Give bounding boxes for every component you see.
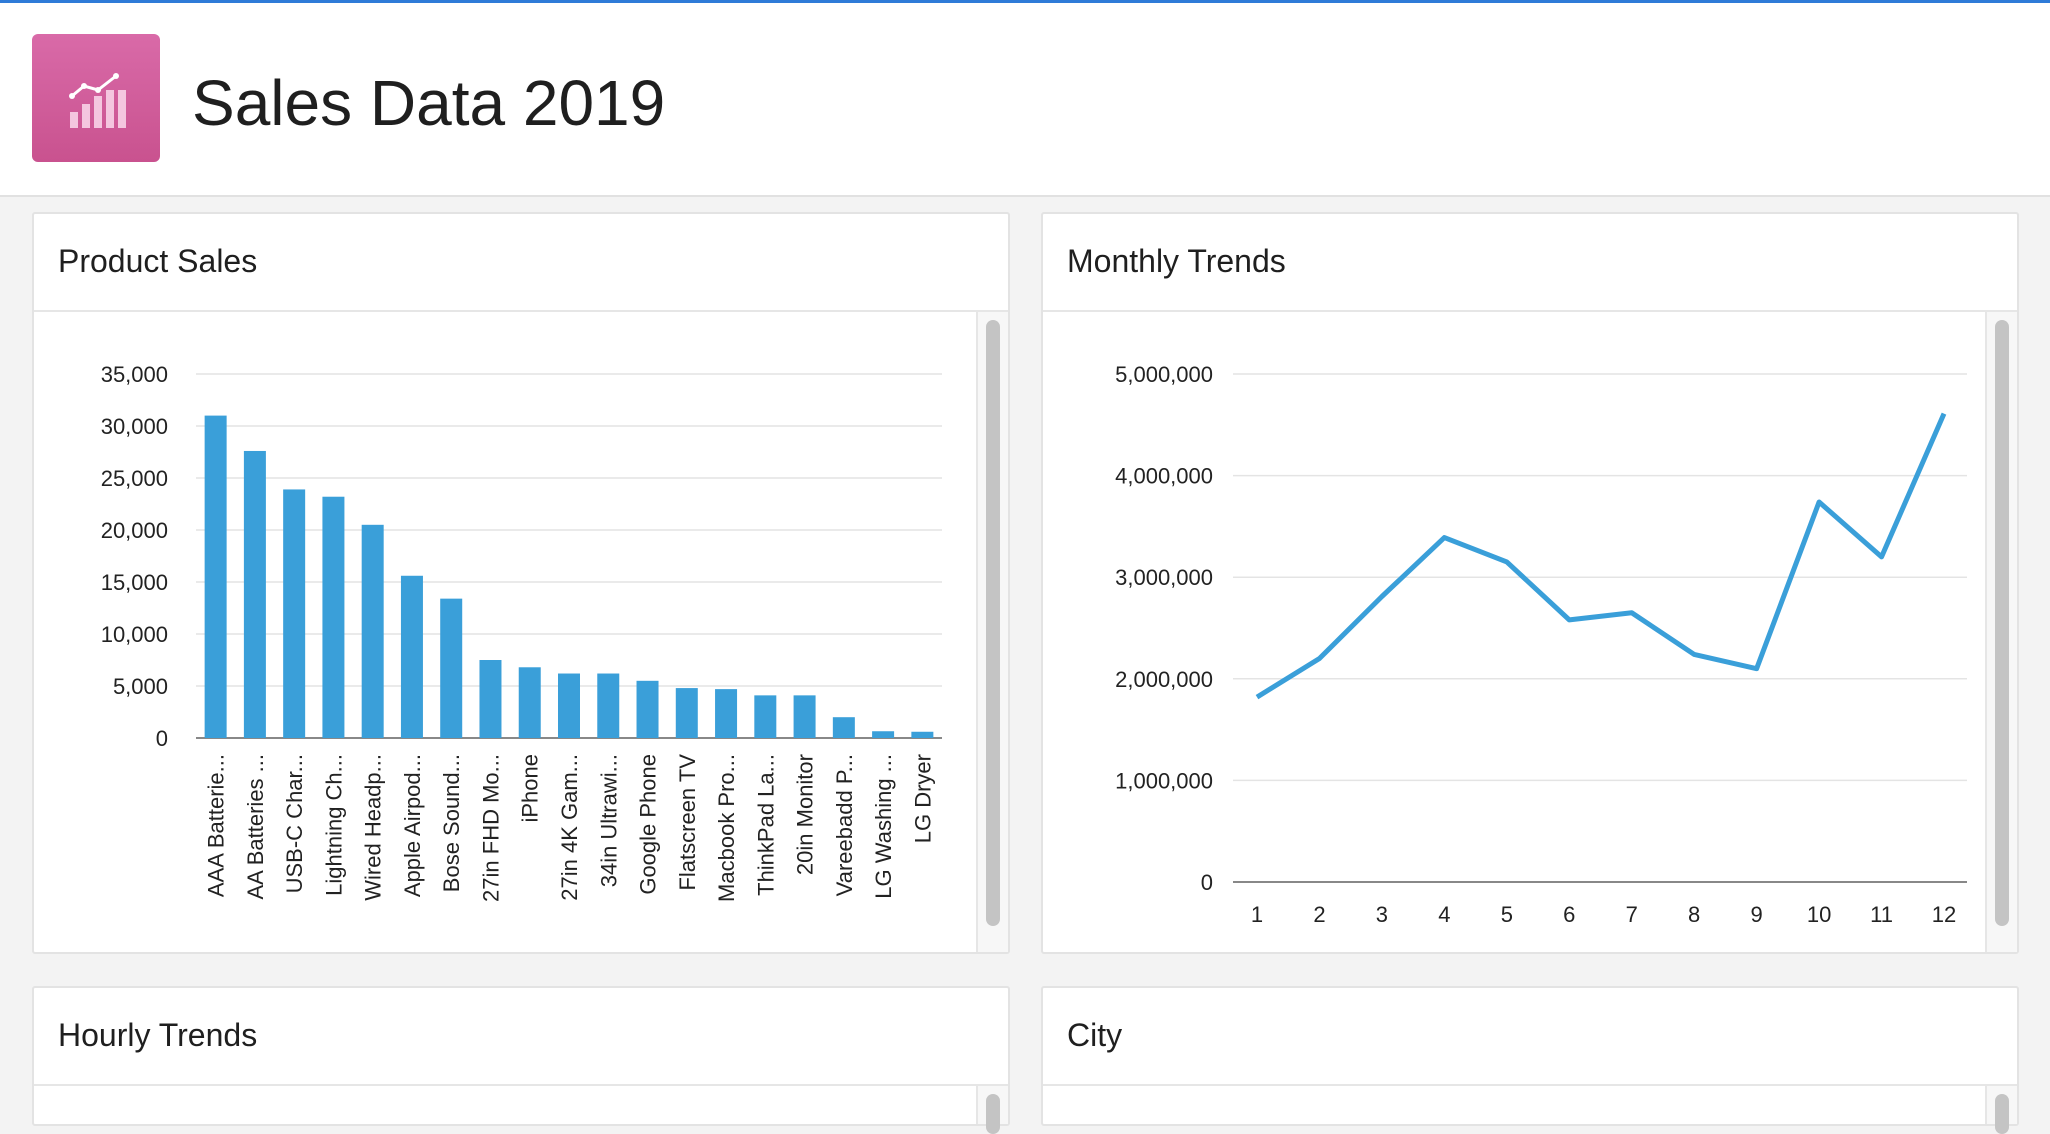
bar <box>243 450 266 738</box>
bar <box>754 695 777 738</box>
x-tick-label: 12 <box>1932 902 1956 927</box>
top-accent-line <box>0 0 2050 3</box>
bar <box>911 731 934 738</box>
card-header: Monthly Trends <box>1043 214 2017 312</box>
x-tick-label: Flatscreen TV <box>675 754 700 891</box>
scrollbar[interactable] <box>1985 312 2017 952</box>
y-tick-label: 2,000,000 <box>1115 667 1213 692</box>
bar-line-chart-icon <box>32 34 160 162</box>
product-sales-card: Product Sales 0 5,000 10,000 15,000 20,000 25… <box>32 212 1010 954</box>
card-title: City <box>1067 1017 1123 1053</box>
scrollbar-thumb[interactable] <box>986 320 1000 926</box>
bar <box>872 731 895 738</box>
x-tick-label: LG Dryer <box>910 754 935 843</box>
bar <box>479 660 502 738</box>
card-title: Hourly Trends <box>58 1017 258 1053</box>
y-tick-label: 10,000 <box>101 622 168 647</box>
x-tick-label: 10 <box>1807 902 1831 927</box>
bar <box>204 415 227 738</box>
x-tick-label: Bose Sound... <box>439 754 464 892</box>
y-tick-label: 0 <box>1201 870 1213 895</box>
monthly-trends-card: Monthly Trends 0 1,000,000 2,000,000 3,000,… <box>1041 212 2019 954</box>
y-tick-label: 20,000 <box>101 518 168 543</box>
bar <box>715 689 738 738</box>
x-tick-label: Vareebadd P... <box>832 754 857 896</box>
x-tick-label: 11 <box>1870 902 1893 927</box>
city-card: City <box>1041 986 2019 1134</box>
bar <box>400 575 423 738</box>
y-tick-label: 3,000,000 <box>1115 565 1213 590</box>
x-tick-label: AA Batteries ... <box>243 754 268 900</box>
x-tick-label: iPhone <box>518 754 543 823</box>
scrollbar-thumb[interactable] <box>1995 320 2009 926</box>
scrollbar[interactable] <box>976 312 1008 952</box>
scrollbar[interactable] <box>976 1086 1008 1134</box>
x-tick-label: 20in Monitor <box>793 754 818 875</box>
bar <box>793 695 816 738</box>
scrollbar-thumb[interactable] <box>986 1094 1000 1134</box>
y-tick-label: 30,000 <box>101 414 168 439</box>
x-tick-label: Wired Headp... <box>361 754 386 901</box>
y-tick-label: 1,000,000 <box>1115 768 1213 793</box>
x-tick-label: 27in 4K Gam... <box>557 754 582 901</box>
scrollbar-thumb[interactable] <box>1995 1094 2009 1134</box>
x-tick-label: Macbook Pro... <box>714 754 739 902</box>
x-tick-label: AAA Batterie... <box>204 754 229 897</box>
product-sales-chart: 0 5,000 10,000 15,000 20,000 25,000 30,000 35,0… <box>101 362 942 902</box>
bar <box>518 667 541 738</box>
bar <box>283 489 306 738</box>
x-tick-label: Google Phone <box>636 754 661 895</box>
x-tick-label: 4 <box>1438 902 1450 927</box>
bar <box>361 524 384 738</box>
monthly-trends-chart: 0 1,000,000 2,000,000 3,000,000 4,000,000 5,0… <box>1115 362 1967 927</box>
bar <box>675 688 698 738</box>
x-tick-label: 6 <box>1563 902 1575 927</box>
y-tick-label: 25,000 <box>101 466 168 491</box>
card-title: Monthly Trends <box>1067 243 1286 279</box>
card-title: Product Sales <box>58 243 258 279</box>
x-tick-label: 2 <box>1313 902 1325 927</box>
x-tick-label: LG Washing ... <box>871 754 896 899</box>
bar <box>558 673 580 738</box>
y-tick-label: 5,000,000 <box>1115 362 1213 387</box>
bar <box>832 717 855 738</box>
bar <box>597 673 620 738</box>
x-tick-label: USB-C Char... <box>282 754 307 893</box>
y-tick-label: 35,000 <box>101 362 168 387</box>
x-tick-label: 5 <box>1501 902 1513 927</box>
x-tick-label: 9 <box>1751 902 1763 927</box>
x-tick-label: 1 <box>1251 902 1263 927</box>
bar <box>322 496 345 738</box>
series-line <box>1255 412 1947 700</box>
y-tick-label: 0 <box>156 726 168 751</box>
card-header: Hourly Trends <box>34 988 1008 1086</box>
y-tick-label: 15,000 <box>101 570 168 595</box>
card-header: City <box>1043 988 2017 1086</box>
x-tick-label: 8 <box>1688 902 1700 927</box>
x-tick-label: 7 <box>1626 902 1638 927</box>
scrollbar[interactable] <box>1985 1086 2017 1134</box>
bar <box>440 598 463 738</box>
hourly-trends-card: Hourly Trends <box>32 986 1010 1134</box>
bar <box>636 680 659 738</box>
x-tick-label: ThinkPad La... <box>753 754 778 896</box>
page-title: Sales Data 2019 <box>192 67 666 139</box>
x-tick-label: 3 <box>1376 902 1388 927</box>
x-tick-label: Apple Airpod... <box>400 754 425 897</box>
x-tick-label: Lightning Ch... <box>321 754 346 896</box>
y-tick-label: 5,000 <box>113 674 168 699</box>
y-tick-label: 4,000,000 <box>1115 464 1213 489</box>
card-header: Product Sales <box>34 214 1008 312</box>
x-tick-label: 34in Ultrawi... <box>596 754 621 887</box>
page-header: Sales Data 2019 <box>0 3 2050 197</box>
x-tick-label: 27in FHD Mo... <box>478 754 503 902</box>
